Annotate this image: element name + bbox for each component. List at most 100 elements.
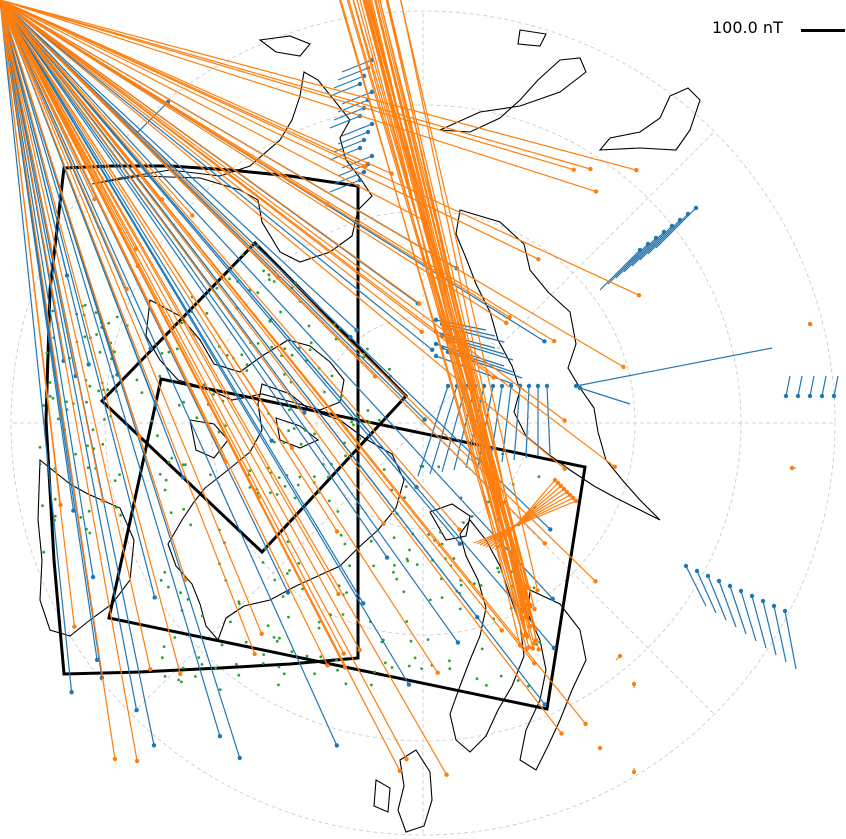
grid-point bbox=[87, 509, 91, 513]
vector-blue-line bbox=[0, 0, 156, 598]
vector-orange-line bbox=[399, 0, 539, 591]
vector-blue-dot bbox=[499, 383, 505, 389]
grid-point bbox=[307, 324, 311, 328]
grid-point bbox=[497, 570, 501, 574]
grid-point bbox=[45, 351, 49, 355]
vector-blue-line bbox=[623, 231, 665, 273]
vector-blue-line bbox=[333, 75, 365, 89]
coastline-alaska-islands bbox=[258, 29, 547, 57]
vector-orange-line bbox=[0, 0, 346, 668]
vector-blue-dot bbox=[683, 563, 689, 569]
vector-orange-dot bbox=[499, 628, 504, 633]
grid-point bbox=[83, 303, 87, 307]
vector-blue-line bbox=[0, 0, 221, 737]
vector-blue-dot bbox=[237, 755, 242, 761]
grid-point bbox=[48, 395, 52, 398]
vector-blue-dot bbox=[369, 89, 375, 95]
vector-orange-dot bbox=[519, 616, 524, 621]
grid-point bbox=[101, 442, 105, 446]
grid-point bbox=[485, 684, 488, 687]
grid-point bbox=[428, 598, 432, 602]
vector-orange-line bbox=[0, 0, 163, 200]
grid-point bbox=[537, 475, 541, 478]
grid-point bbox=[98, 350, 102, 354]
vector-orange-line bbox=[0, 0, 338, 532]
vector-blue-dot bbox=[90, 574, 96, 580]
vector-orange-dot bbox=[526, 645, 532, 650]
grid-point bbox=[326, 475, 330, 479]
grid-point bbox=[163, 675, 167, 678]
vector-orange-line bbox=[0, 0, 507, 324]
grid-point bbox=[426, 638, 430, 641]
grid-point bbox=[319, 655, 323, 659]
vector-orange-line bbox=[0, 0, 128, 290]
grid-point bbox=[42, 550, 46, 554]
grid-point bbox=[113, 350, 116, 354]
grid-point bbox=[341, 613, 345, 616]
grid-point bbox=[404, 485, 408, 488]
vector-blue-dot bbox=[357, 145, 363, 151]
vector-orange-dot bbox=[530, 646, 536, 651]
vector-orange-dot bbox=[562, 418, 567, 423]
grid-point bbox=[97, 389, 100, 393]
grid-point bbox=[48, 381, 52, 384]
grid-point bbox=[487, 500, 490, 504]
vector-blue-dot bbox=[369, 121, 375, 127]
vector-orange-line bbox=[0, 0, 376, 377]
grid-point bbox=[275, 639, 279, 643]
vector-blue-dot bbox=[86, 362, 91, 367]
vector-blue-line bbox=[0, 0, 364, 604]
vector-blue-line bbox=[546, 385, 551, 455]
grid-point bbox=[245, 369, 249, 372]
grid-point bbox=[248, 469, 252, 472]
vector-orange-line bbox=[0, 0, 263, 635]
vector-blue-dot bbox=[694, 568, 700, 574]
vector-blue-dot bbox=[384, 555, 390, 560]
vector-orange-line bbox=[0, 0, 329, 666]
grid-point bbox=[402, 590, 406, 594]
vector-orange-dot bbox=[112, 756, 118, 762]
vector-blue-dot bbox=[727, 583, 733, 589]
coastline-scandinavia bbox=[449, 519, 587, 771]
vector-orange-dot bbox=[363, 164, 368, 169]
grid-point bbox=[173, 636, 177, 639]
grid-point bbox=[179, 591, 183, 595]
vector-blue-dot bbox=[807, 393, 813, 399]
grid-point bbox=[393, 563, 396, 567]
grid-point bbox=[297, 561, 301, 565]
grid-point bbox=[51, 309, 55, 313]
vector-blue-line bbox=[329, 179, 361, 193]
vector-orange-dot bbox=[435, 670, 440, 675]
vector-orange-line bbox=[385, 0, 524, 590]
vector-blue-line bbox=[615, 237, 657, 279]
grid-point bbox=[180, 680, 183, 684]
grid-point bbox=[41, 504, 44, 508]
vector-blue-line bbox=[0, 0, 461, 545]
vector-blue-dot bbox=[365, 129, 371, 135]
vector-blue-line bbox=[579, 387, 631, 405]
coastline-greenland bbox=[167, 383, 405, 642]
grid-point bbox=[287, 429, 290, 433]
grid-point bbox=[184, 463, 187, 466]
vector-blue-line bbox=[329, 115, 361, 129]
grid-point bbox=[313, 432, 316, 436]
grid-point bbox=[287, 615, 290, 619]
grid-point bbox=[51, 396, 55, 400]
vector-blue-dot bbox=[361, 137, 367, 143]
grid-point bbox=[86, 466, 90, 469]
vector-orange-dot bbox=[564, 489, 570, 495]
grid-point bbox=[277, 476, 281, 479]
grid-point bbox=[382, 468, 386, 471]
vector-orange-dot bbox=[532, 661, 537, 666]
vector-blue-line bbox=[525, 385, 530, 459]
grid-point bbox=[350, 420, 353, 424]
vector-orange-line bbox=[0, 0, 503, 631]
grid-point bbox=[167, 460, 171, 464]
grid-point bbox=[279, 310, 282, 314]
vector-blue-dot bbox=[134, 707, 139, 713]
grid-point bbox=[91, 428, 95, 432]
vector-orange-dot bbox=[190, 213, 195, 218]
grid-point bbox=[343, 542, 347, 546]
vector-blue-dot bbox=[361, 169, 367, 175]
vector-orange-line bbox=[0, 0, 448, 775]
